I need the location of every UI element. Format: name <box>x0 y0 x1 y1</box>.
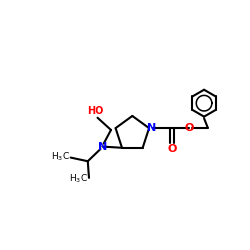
Text: O: O <box>185 123 194 133</box>
Text: O: O <box>167 144 176 154</box>
Text: N: N <box>147 123 156 133</box>
Text: H$_3$C: H$_3$C <box>50 150 70 163</box>
Text: N: N <box>98 142 107 152</box>
Text: H$_3$C: H$_3$C <box>69 173 88 185</box>
Text: HO: HO <box>88 106 104 116</box>
